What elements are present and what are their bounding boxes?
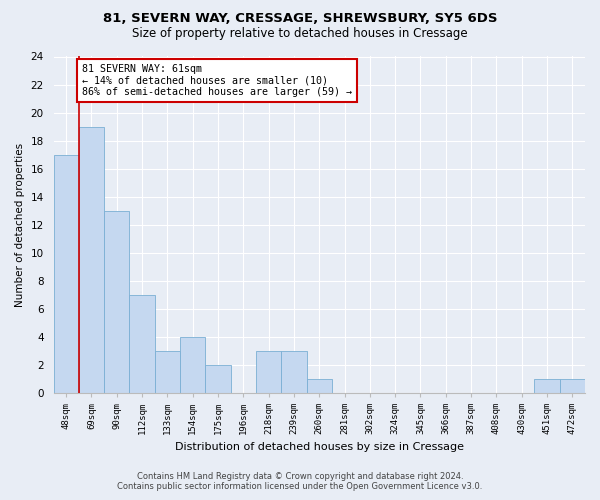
Bar: [79, 126, 104, 393]
Bar: [535, 379, 560, 393]
Bar: [180, 337, 205, 393]
Bar: [307, 379, 332, 393]
Text: 81, SEVERN WAY, CRESSAGE, SHREWSBURY, SY5 6DS: 81, SEVERN WAY, CRESSAGE, SHREWSBURY, SY…: [103, 12, 497, 26]
Bar: [205, 365, 230, 393]
Text: Contains HM Land Registry data © Crown copyright and database right 2024.
Contai: Contains HM Land Registry data © Crown c…: [118, 472, 482, 491]
Bar: [104, 210, 130, 393]
Bar: [560, 379, 585, 393]
Bar: [155, 351, 180, 393]
Bar: [53, 154, 79, 393]
Bar: [281, 351, 307, 393]
Text: 81 SEVERN WAY: 61sqm
← 14% of detached houses are smaller (10)
86% of semi-detac: 81 SEVERN WAY: 61sqm ← 14% of detached h…: [82, 64, 352, 96]
Y-axis label: Number of detached properties: Number of detached properties: [15, 142, 25, 307]
Bar: [130, 295, 155, 393]
X-axis label: Distribution of detached houses by size in Cressage: Distribution of detached houses by size …: [175, 442, 464, 452]
Bar: [256, 351, 281, 393]
Text: Size of property relative to detached houses in Cressage: Size of property relative to detached ho…: [132, 28, 468, 40]
